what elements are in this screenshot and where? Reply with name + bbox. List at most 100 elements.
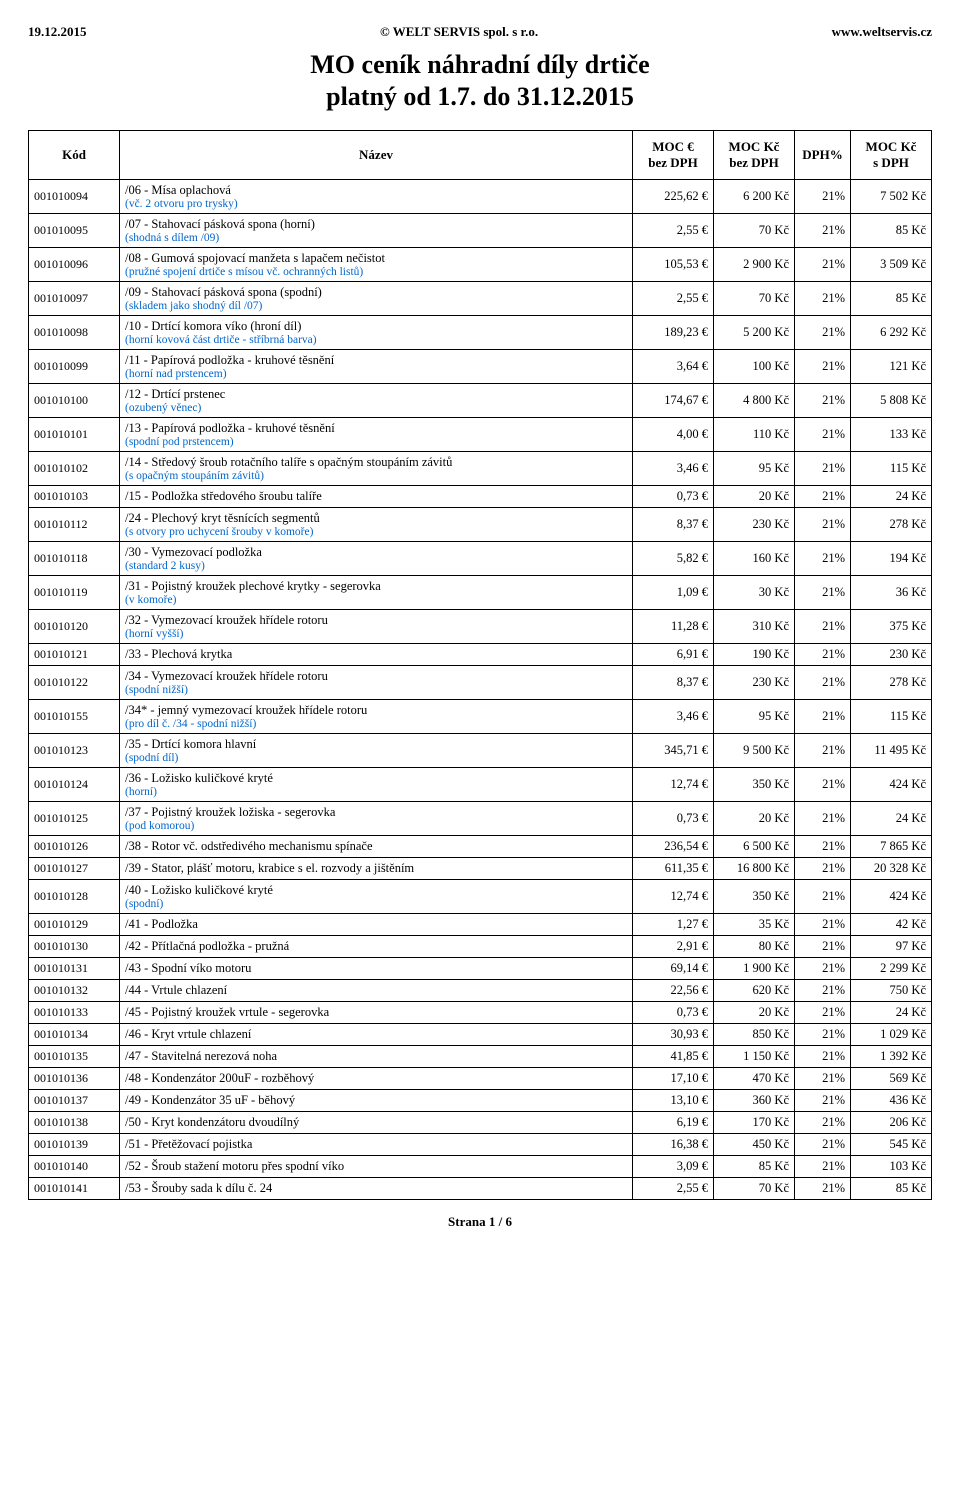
cell-dph: 21% [795, 1134, 851, 1156]
cell-eur: 3,46 € [633, 452, 714, 486]
cell-name: /50 - Kryt kondenzátoru dvoudílný [120, 1112, 633, 1134]
cell-kc: 95 Kč [714, 700, 795, 734]
cell-name: /34* - jemný vymezovací kroužek hřídele … [120, 700, 633, 734]
cell-kc: 4 800 Kč [714, 384, 795, 418]
cell-code: 001010155 [29, 700, 120, 734]
cell-eur: 3,46 € [633, 700, 714, 734]
cell-total: 85 Kč [851, 282, 932, 316]
cell-kc: 2 900 Kč [714, 248, 795, 282]
table-row: 001010102/14 - Středový šroub rotačního … [29, 452, 932, 486]
cell-total: 424 Kč [851, 880, 932, 914]
cell-code: 001010103 [29, 486, 120, 508]
cell-name: /41 - Podložka [120, 914, 633, 936]
cell-kc: 850 Kč [714, 1024, 795, 1046]
table-row: 001010136/48 - Kondenzátor 200uF - rozbě… [29, 1068, 932, 1090]
cell-total: 85 Kč [851, 214, 932, 248]
cell-total: 121 Kč [851, 350, 932, 384]
row-subtext: (skladem jako shodný díl /07) [125, 300, 627, 312]
cell-total: 24 Kč [851, 802, 932, 836]
cell-name: /52 - Šroub stažení motoru přes spodní v… [120, 1156, 633, 1178]
cell-name: /13 - Papírová podložka - kruhové těsněn… [120, 418, 633, 452]
table-row: 001010095/07 - Stahovací pásková spona (… [29, 214, 932, 248]
table-header-row: Kód Název MOC € bez DPH MOC Kč bez DPH D… [29, 131, 932, 180]
cell-eur: 174,67 € [633, 384, 714, 418]
cell-name: /46 - Kryt vrtule chlazení [120, 1024, 633, 1046]
page-header: 19.12.2015 © WELT SERVIS spol. s r.o. ww… [28, 24, 932, 40]
cell-name: /10 - Drtící komora víko (hroní díl)(hor… [120, 316, 633, 350]
cell-total: 750 Kč [851, 980, 932, 1002]
cell-eur: 4,00 € [633, 418, 714, 452]
row-subtext: (vč. 2 otvoru pro trysky) [125, 198, 627, 210]
cell-dph: 21% [795, 1024, 851, 1046]
cell-total: 24 Kč [851, 486, 932, 508]
cell-eur: 345,71 € [633, 734, 714, 768]
cell-eur: 13,10 € [633, 1090, 714, 1112]
cell-name: /43 - Spodní víko motoru [120, 958, 633, 980]
cell-kc: 1 150 Kč [714, 1046, 795, 1068]
cell-total: 7 865 Kč [851, 836, 932, 858]
table-row: 001010098/10 - Drtící komora víko (hroní… [29, 316, 932, 350]
cell-total: 436 Kč [851, 1090, 932, 1112]
cell-name: /08 - Gumová spojovací manžeta s lapačem… [120, 248, 633, 282]
cell-total: 206 Kč [851, 1112, 932, 1134]
cell-eur: 12,74 € [633, 768, 714, 802]
cell-dph: 21% [795, 418, 851, 452]
cell-eur: 11,28 € [633, 610, 714, 644]
cell-eur: 0,73 € [633, 486, 714, 508]
cell-dph: 21% [795, 1046, 851, 1068]
cell-total: 85 Kč [851, 1178, 932, 1200]
page-footer: Strana 1 / 6 [28, 1214, 932, 1230]
cell-name: /06 - Mísa oplachová(vč. 2 otvoru pro tr… [120, 180, 633, 214]
table-row: 001010129/41 - Podložka1,27 €35 Kč21%42 … [29, 914, 932, 936]
page-title-1: MO ceník náhradní díly drtiče [28, 50, 932, 80]
cell-total: 103 Kč [851, 1156, 932, 1178]
cell-total: 278 Kč [851, 666, 932, 700]
cell-eur: 30,93 € [633, 1024, 714, 1046]
table-row: 001010128/40 - Ložisko kuličkové kryté(s… [29, 880, 932, 914]
cell-name: /51 - Přetěžovací pojistka [120, 1134, 633, 1156]
cell-code: 001010132 [29, 980, 120, 1002]
cell-dph: 21% [795, 958, 851, 980]
cell-code: 001010125 [29, 802, 120, 836]
cell-dph: 21% [795, 1156, 851, 1178]
col-name: Název [120, 131, 633, 180]
cell-dph: 21% [795, 1068, 851, 1090]
cell-dph: 21% [795, 576, 851, 610]
table-row: 001010133/45 - Pojistný kroužek vrtule -… [29, 1002, 932, 1024]
col-eur: MOC € bez DPH [633, 131, 714, 180]
cell-eur: 611,35 € [633, 858, 714, 880]
row-subtext: (pod komorou) [125, 820, 627, 832]
row-subtext: (horní kovová část drtiče - stříbrná bar… [125, 334, 627, 346]
cell-name: /33 - Plechová krytka [120, 644, 633, 666]
cell-total: 230 Kč [851, 644, 932, 666]
cell-eur: 1,27 € [633, 914, 714, 936]
cell-total: 42 Kč [851, 914, 932, 936]
page-title-2: platný od 1.7. do 31.12.2015 [28, 82, 932, 112]
cell-kc: 230 Kč [714, 508, 795, 542]
cell-total: 11 495 Kč [851, 734, 932, 768]
cell-name: /37 - Pojistný kroužek ložiska - segerov… [120, 802, 633, 836]
cell-code: 001010141 [29, 1178, 120, 1200]
cell-kc: 1 900 Kč [714, 958, 795, 980]
cell-kc: 70 Kč [714, 282, 795, 316]
cell-eur: 22,56 € [633, 980, 714, 1002]
cell-code: 001010112 [29, 508, 120, 542]
cell-code: 001010123 [29, 734, 120, 768]
cell-eur: 2,55 € [633, 214, 714, 248]
cell-dph: 21% [795, 214, 851, 248]
cell-name: /39 - Stator, plášť motoru, krabice s el… [120, 858, 633, 880]
cell-total: 6 292 Kč [851, 316, 932, 350]
cell-kc: 80 Kč [714, 936, 795, 958]
cell-code: 001010133 [29, 1002, 120, 1024]
row-subtext: (pružné spojení drtiče s mísou vč. ochra… [125, 266, 627, 278]
cell-kc: 350 Kč [714, 768, 795, 802]
col-kc: MOC Kč bez DPH [714, 131, 795, 180]
cell-name: /45 - Pojistný kroužek vrtule - segerovk… [120, 1002, 633, 1024]
cell-code: 001010124 [29, 768, 120, 802]
cell-total: 20 328 Kč [851, 858, 932, 880]
cell-eur: 0,73 € [633, 802, 714, 836]
cell-kc: 470 Kč [714, 1068, 795, 1090]
cell-kc: 100 Kč [714, 350, 795, 384]
header-url: www.weltservis.cz [832, 24, 932, 40]
table-row: 001010121/33 - Plechová krytka6,91 €190 … [29, 644, 932, 666]
